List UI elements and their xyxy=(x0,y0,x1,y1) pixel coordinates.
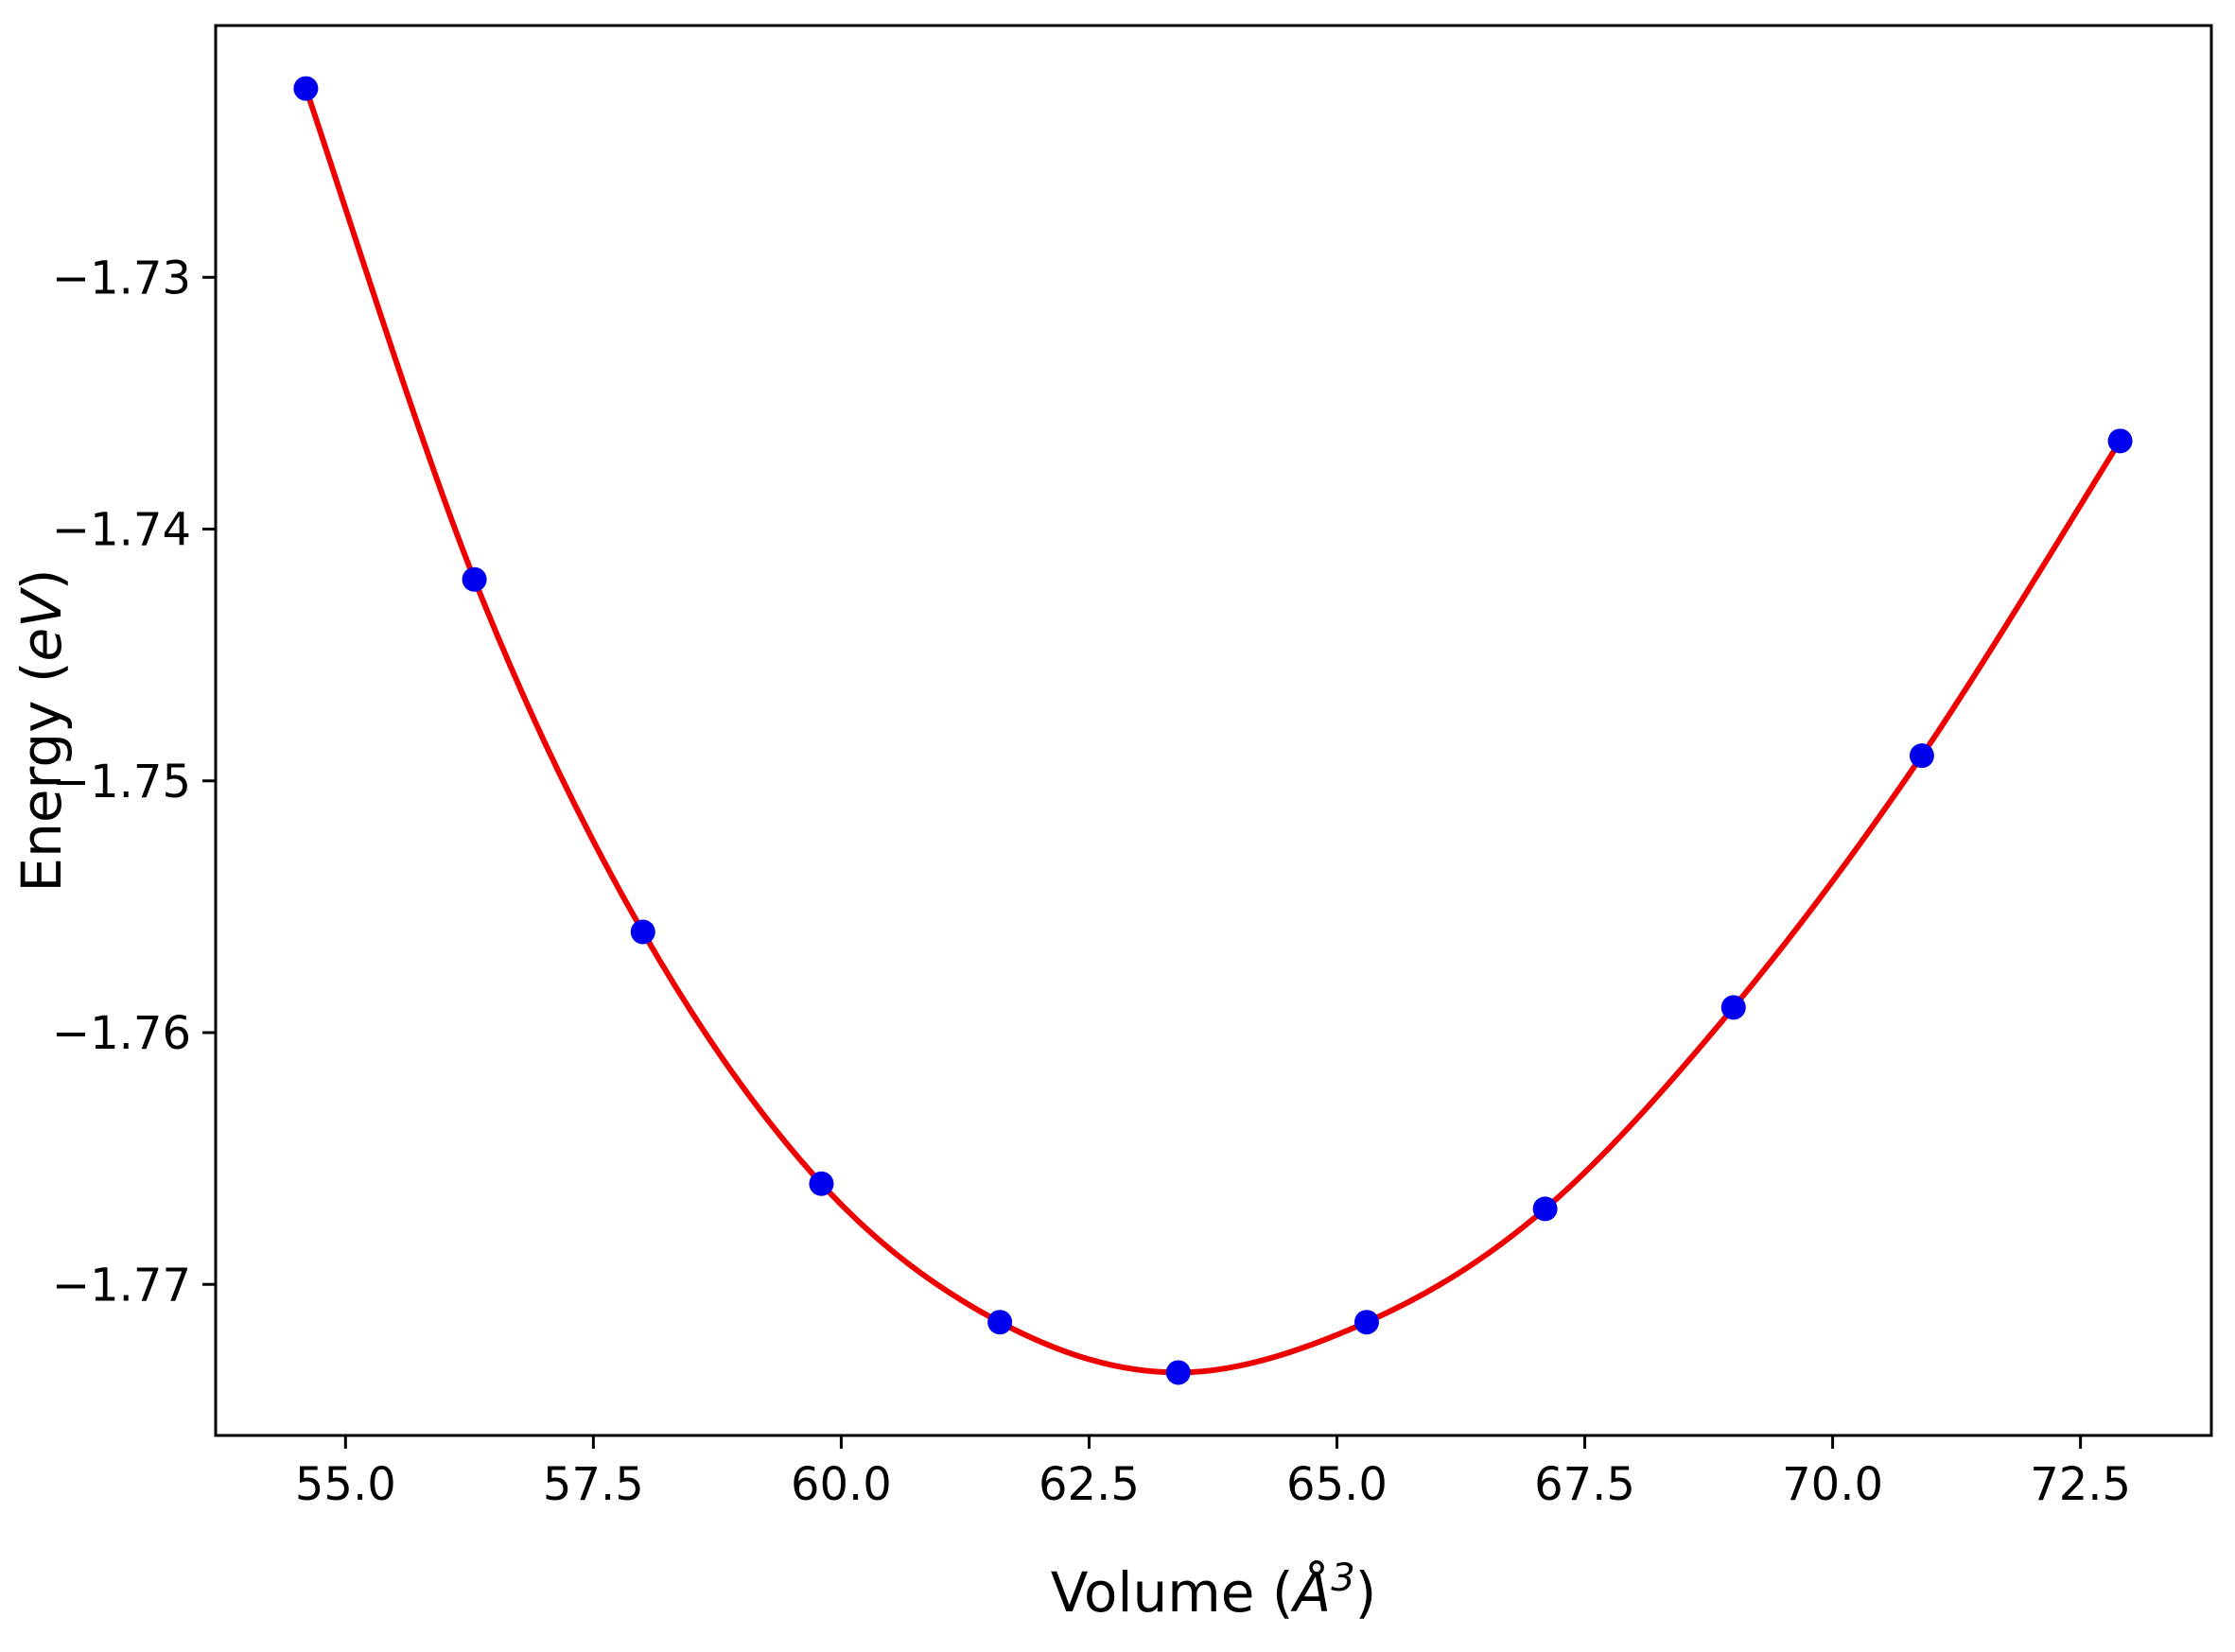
calculated-points-marker xyxy=(462,566,487,592)
y-tick-label: −1.75 xyxy=(52,756,191,809)
y-tick-label: −1.73 xyxy=(52,252,191,304)
calculated-points-marker xyxy=(630,919,655,945)
eos-fit-curve xyxy=(303,85,2123,1376)
y-tick-label: −1.74 xyxy=(52,504,191,557)
x-tick-label: 70.0 xyxy=(1782,1458,1883,1511)
calculated-points-marker xyxy=(1909,743,1934,769)
x-tick-label: 72.5 xyxy=(2030,1458,2131,1511)
x-axis-label: Volume (Å3) xyxy=(1051,1556,1377,1625)
calculated-points-marker xyxy=(987,1310,1013,1335)
x-tick-label: 67.5 xyxy=(1534,1458,1635,1511)
x-tick-label: 60.0 xyxy=(791,1458,892,1511)
x-tick-label: 65.0 xyxy=(1286,1458,1388,1511)
x-tick-label: 55.0 xyxy=(295,1458,396,1511)
calculated-points-marker xyxy=(1353,1310,1379,1335)
y-tick-label: −1.77 xyxy=(52,1259,191,1312)
calculated-points-marker xyxy=(1720,995,1746,1020)
calculated-points-marker xyxy=(809,1171,834,1196)
y-tick-label: −1.76 xyxy=(52,1007,191,1060)
x-tick-label: 62.5 xyxy=(1039,1458,1140,1511)
calculated-points-marker xyxy=(1165,1360,1191,1385)
calculated-points-marker xyxy=(293,76,319,101)
calculated-points-marker xyxy=(2107,428,2133,454)
calculated-points-marker xyxy=(1532,1196,1558,1222)
plot-border xyxy=(214,24,2213,1437)
y-axis-label: Energy (eV) xyxy=(9,568,74,892)
x-tick-label: 57.5 xyxy=(543,1458,644,1511)
